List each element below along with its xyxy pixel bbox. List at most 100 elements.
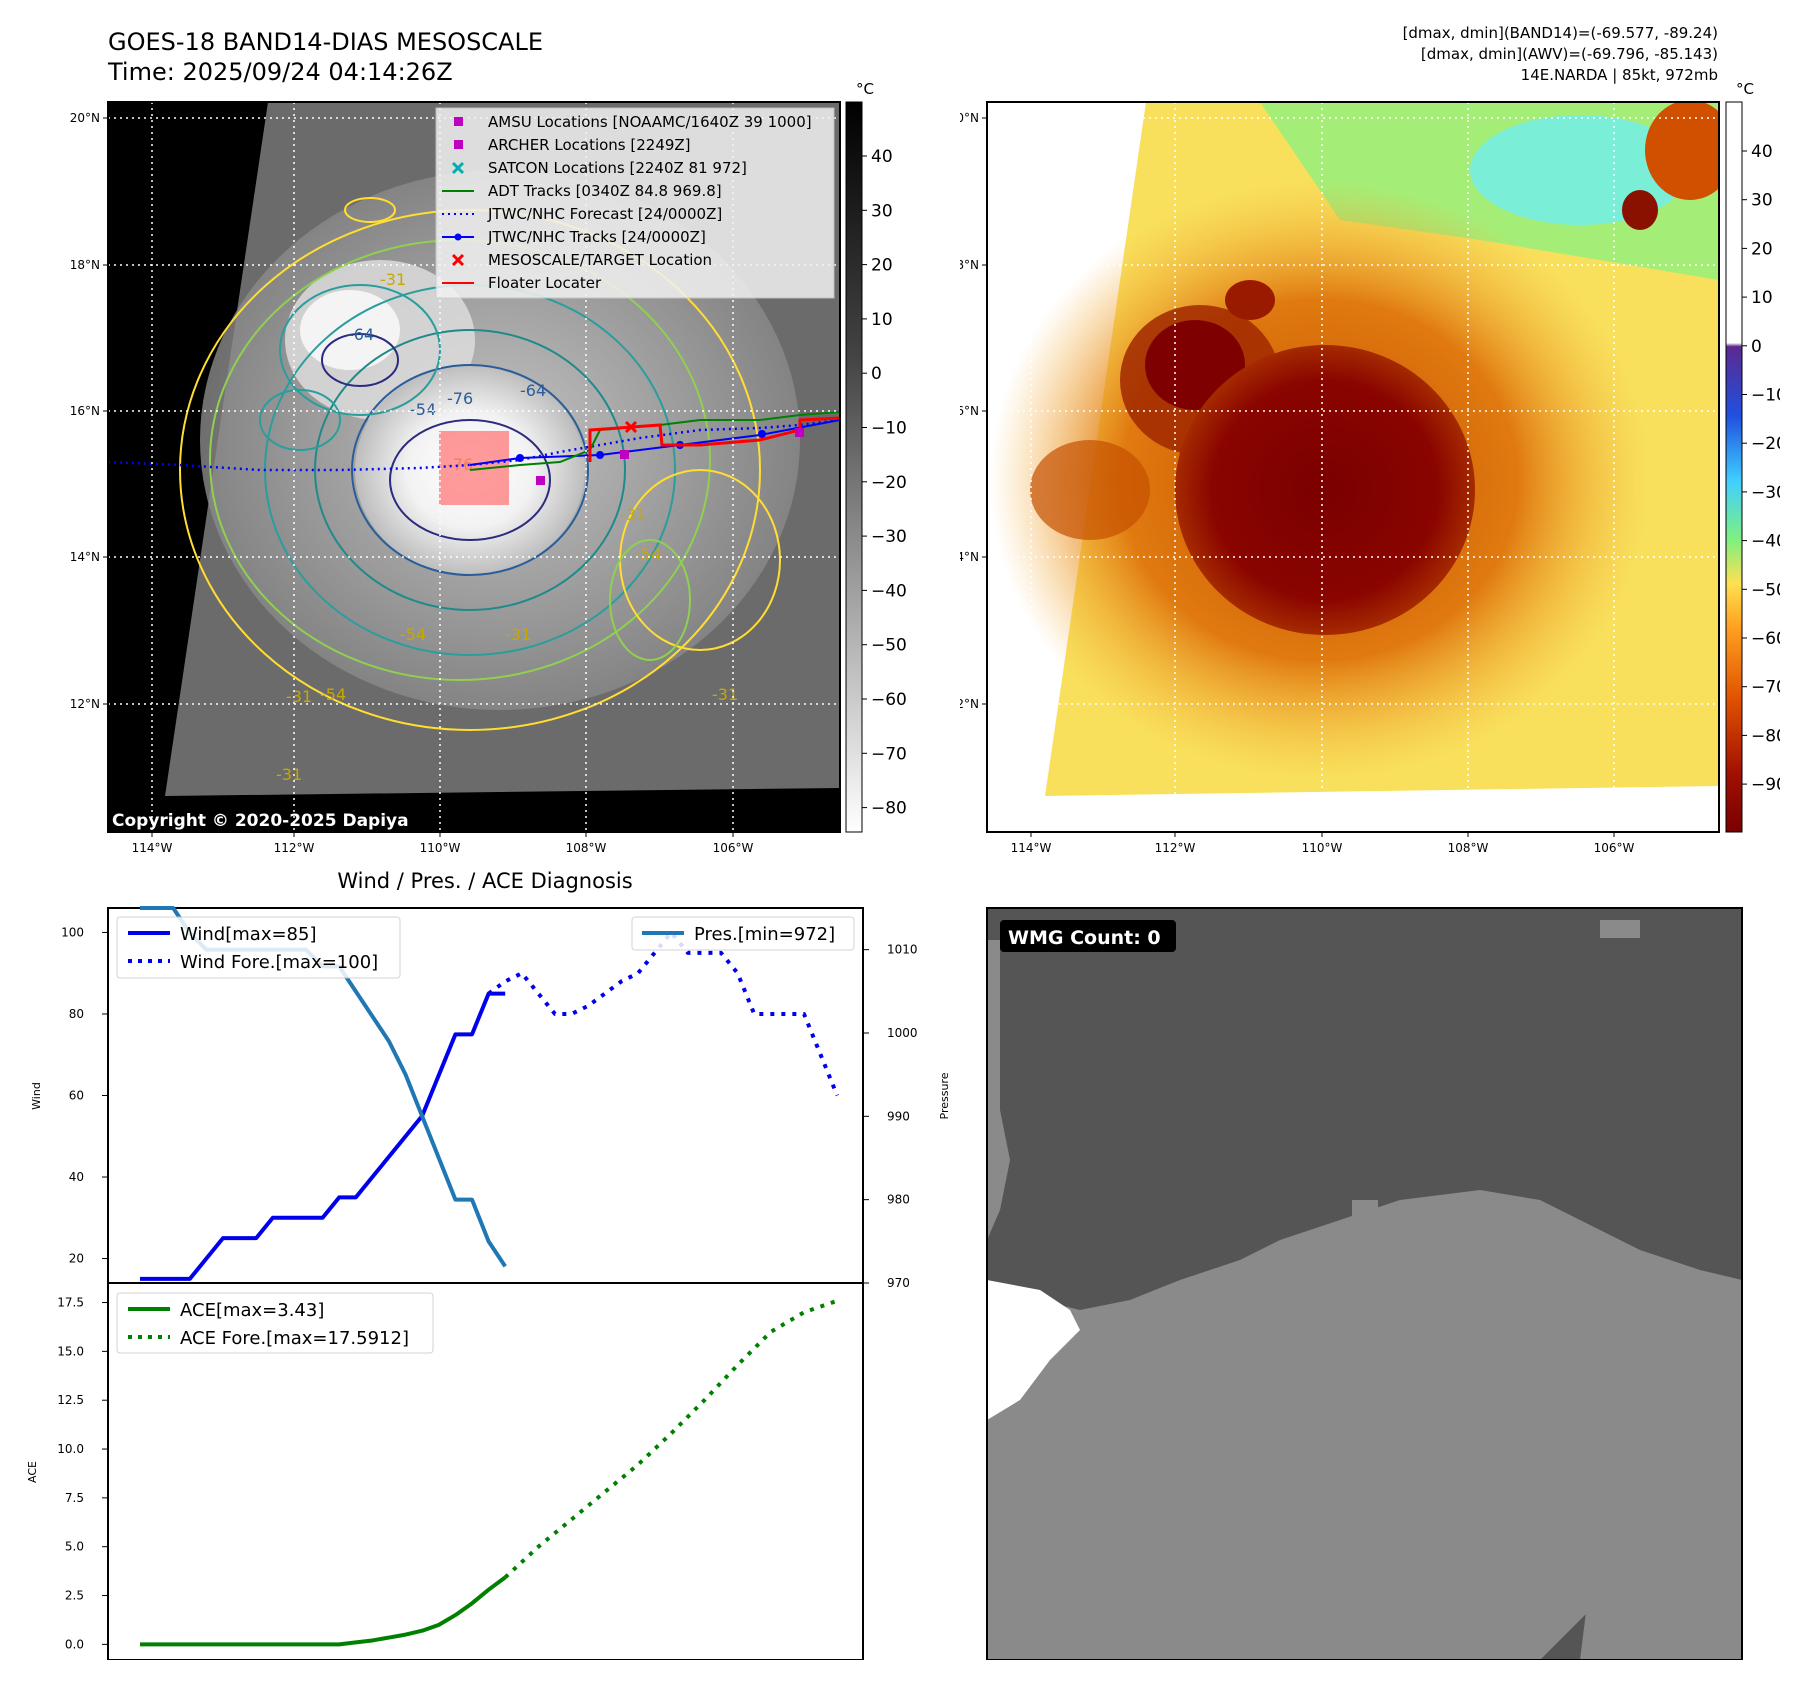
colorbar-tick: 30 [1751,191,1773,211]
pressure-legend: Pres.[min=972] [631,916,855,951]
awv-panel: 114°W 112°W 110°W 108°W 106°W 20°N 18°N 16°N 14… [960,80,1780,855]
lat-label: 16°N [70,404,100,418]
diag-title: Wind / Pres. / ACE Diagnosis [337,869,632,893]
lon-label: 110°W [1302,841,1343,855]
colorbar-tick: 10 [1751,288,1773,308]
stats-band14: [dmax, dmin](BAND14)=(-69.577, -89.24) [1403,24,1718,42]
y-tick-label: 980 [887,1193,910,1207]
contour-label: -31 [380,270,406,289]
contour-label: -31 [276,765,302,784]
ir-legend-item: JTWC/NHC Tracks [24/0000Z] [442,228,706,246]
wind-axis-label: Wind [30,1082,43,1110]
y-tick-label: 2.5 [65,1589,84,1603]
y-tick-label: 12.5 [57,1393,84,1407]
colorbar-tick: 40 [1751,142,1773,162]
ir-legend-item: MESOSCALE/TARGET Location [451,251,712,269]
colorbar-tick: −40 [871,581,907,601]
lon-label: 108°W [566,841,607,855]
pressure-axis-label: Pressure [938,1072,951,1119]
contour-label: -31 [286,687,312,706]
colorbar-tick: −80 [871,799,907,819]
colorbar-tick: −60 [1751,629,1780,649]
colorbar-tick: −70 [1751,678,1780,698]
floater-track [588,416,840,462]
copyright: Copyright © 2020-2025 Dapiya [112,811,409,831]
lon-label: 106°W [713,841,754,855]
wmg-panel: WMG Count: 0 [986,907,1743,1660]
y-tick-label: 1000 [887,1026,918,1040]
colorbar-tick: 20 [871,256,893,276]
contour-label: -76 [447,389,473,408]
figure-title: GOES-18 BAND14-DIAS MESOSCALE [108,28,543,56]
legend-ace: ACE[max=3.43] [180,1300,324,1321]
contour-label: -31 [505,625,531,644]
ir-legend-item: JTWC/NHC Forecast [24/0000Z] [442,205,722,223]
colorbar-tick: −50 [871,636,907,656]
ir-colorbar-unit: °C [856,80,874,98]
colorbar-tick: 0 [871,364,882,384]
colorbar-tick: −10 [871,419,907,439]
lat-label: 12°N [960,697,979,711]
y-tick-label: 15.0 [57,1344,84,1358]
y-tick-label: 7.5 [65,1491,84,1505]
wind-forecast-line [487,930,840,1097]
lon-label: 112°W [274,841,315,855]
y-tick-label: 60 [69,1089,84,1103]
colorbar-tick: 40 [871,147,893,167]
colorbar-tick: −90 [1751,775,1780,795]
lat-label: 14°N [70,550,100,564]
ace-line [140,1575,507,1647]
colorbar-tick: −40 [1751,532,1780,552]
y-tick-label: 20 [69,1252,84,1266]
y-tick-label: 5.0 [65,1540,84,1554]
colorbar-tick: −70 [871,744,907,764]
y-tick-label: 970 [887,1276,910,1290]
lat-label: 16°N [960,404,979,418]
lon-label: 106°W [1594,841,1635,855]
ir-legend-label: JTWC/NHC Tracks [24/0000Z] [487,228,706,246]
wmg-count: WMG Count: 0 [1008,927,1161,949]
ir-legend-label: SATCON Locations [2240Z 81 972] [488,159,747,177]
colorbar-tick: −20 [1751,434,1780,454]
stats-awv: [dmax, dmin](AWV)=(-69.796, -85.143) [1421,45,1718,63]
lat-label: 18°N [70,258,100,272]
diagnosis-panel: Wind / Pres. / ACE Diagnosis Wind Pressu… [26,869,951,1660]
forecast-track [108,418,840,472]
y-tick-label: 0.0 [65,1637,84,1651]
legend-wind-fore: Wind Fore.[max=100] [180,952,378,973]
legend-pres: Pres.[min=972] [694,924,835,945]
colorbar-tick: 10 [871,310,893,330]
colorbar-tick: 0 [1751,337,1762,357]
contour-label: -31 [712,685,738,704]
lon-label: 112°W [1155,841,1196,855]
colorbar-tick: 20 [1751,239,1773,259]
awv-colorbar-unit: °C [1736,80,1754,98]
lon-label: 114°W [132,841,173,855]
contour-label: -54 [320,685,346,704]
y-tick-label: 17.5 [57,1296,84,1310]
ace-axes [107,1282,864,1660]
contour-label: -64 [520,381,546,400]
contour-label: -64 [348,325,374,344]
lon-label: 110°W [420,841,461,855]
ir-legend-label: JTWC/NHC Forecast [24/0000Z] [487,205,722,223]
ace-axis-label: ACE [26,1461,39,1483]
y-tick-label: 40 [69,1170,84,1184]
wmg-label-box [1000,920,1176,952]
ir-legend-box [435,107,835,299]
ir-panel: -76-64-64-54-54-31-31-31-31-54-31-54-31-… [70,80,907,855]
ir-legend-label: ARCHER Locations [2249Z] [488,136,691,154]
lat-label: 20°N [960,111,979,125]
y-tick-label: 990 [887,1109,910,1123]
colorbar-tick: −30 [1751,483,1780,503]
colorbar-tick: −50 [1751,580,1780,600]
colorbar-tick: −30 [871,527,907,547]
lon-label: 114°W [1011,841,1052,855]
wind-line [140,991,506,1281]
ir-legend-label: Floater Locater [488,274,602,292]
ir-legend-item: ADT Tracks [0340Z 84.8 969.8] [442,182,722,200]
lat-label: 14°N [960,550,979,564]
colorbar-tick: −10 [1751,386,1780,406]
y-tick-label: 1010 [887,943,918,957]
